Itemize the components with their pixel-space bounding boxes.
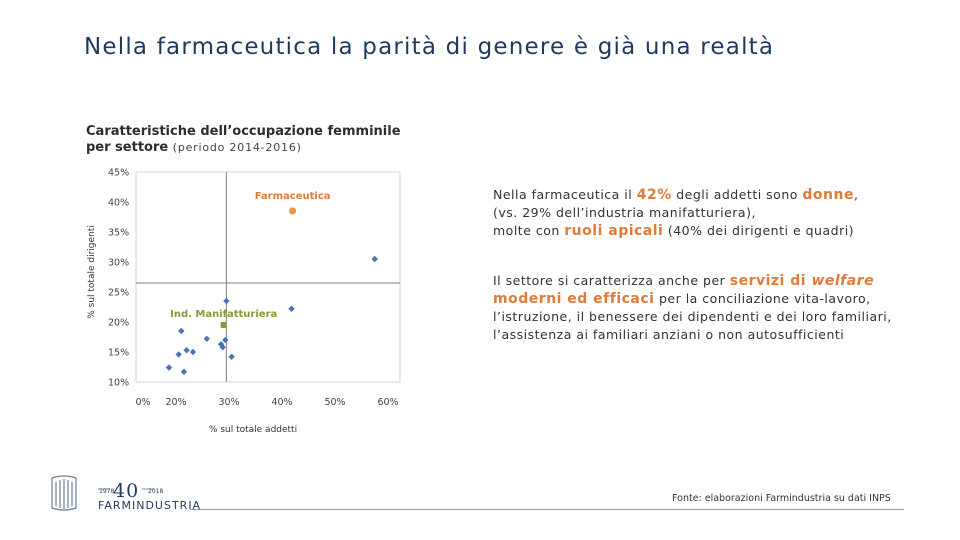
welfare-text-b: per la conciliazione vita-lavoro, (654, 291, 871, 306)
x-axis-label: % sul totale addetti (209, 425, 297, 435)
y-tick-label: 35% (108, 228, 129, 239)
logo-year-end: 2018 (148, 488, 164, 495)
stats-text-e: (40% dei dirigenti e quadri) (663, 223, 855, 238)
data-point (189, 348, 197, 356)
welfare-line3: l’istruzione, il benessere dei dipendent… (493, 309, 892, 324)
welfare-text-a: Il settore si caratterizza anche per (493, 273, 730, 288)
plot-area (135, 171, 401, 383)
chart-title-sector: per settore (86, 140, 169, 155)
y-tick-label: 30% (108, 258, 129, 269)
stats-line2: (vs. 29% dell’industria manifatturiera), (493, 205, 756, 220)
x-axis-ticks: 0% 20% 30% 40% 50% 60% (135, 397, 398, 408)
data-points (165, 255, 378, 375)
data-point (222, 336, 229, 344)
chart-title-line1: Caratteristiche dell’occupazione femmini… (86, 124, 401, 139)
data-point (180, 368, 188, 375)
highlight-points: Farmaceutica Ind. Manifatturiera (170, 191, 331, 328)
stats-text-c: , (853, 187, 859, 202)
chart-title-line2: per settore (periodo 2014-2016) (86, 140, 401, 156)
welfare-highlight-servizi: servizi di (729, 273, 812, 289)
stats-text-b: degli addetti sono (671, 187, 803, 202)
chart-title-period: (periodo 2014-2016) (172, 141, 302, 154)
stats-highlight-donne: donne (802, 187, 854, 203)
y-tick-label: 20% (108, 318, 129, 329)
data-point (183, 347, 190, 354)
y-axis-label: % sul totale dirigenti (87, 225, 97, 319)
data-point (203, 335, 210, 342)
y-tick-label: 40% (108, 198, 129, 209)
welfare-line2: moderni ed efficaci per la conciliazione… (493, 290, 913, 308)
data-point (288, 305, 295, 312)
reference-lines (136, 172, 400, 382)
welfare-line4: l’assistenza ai familiari anziani o non … (493, 327, 845, 342)
stats-line1: Nella farmaceutica il 42% degli addetti … (493, 186, 913, 204)
logo-name: FARMINDUSTRIA (98, 499, 202, 512)
welfare-line1: Il settore si caratterizza anche per ser… (493, 272, 913, 290)
farmindustria-logo-icon (51, 475, 154, 511)
pharma-stats-text: Nella farmaceutica il 42% degli addetti … (493, 186, 913, 240)
point-manifatturiera (220, 322, 227, 328)
data-point (178, 327, 185, 335)
source-note: Fonte: elaborazioni Farmindustria su dat… (672, 493, 891, 504)
data-point (223, 297, 230, 305)
label-manifatturiera: Ind. Manifatturiera (170, 309, 277, 320)
y-tick-label: 45% (108, 168, 129, 179)
data-point (219, 344, 226, 351)
footer-divider (190, 509, 904, 510)
y-tick-label: 15% (108, 348, 129, 359)
welfare-text: Il settore si caratterizza anche per ser… (493, 272, 913, 344)
data-point (175, 351, 182, 358)
x-tick-label: 0% (135, 397, 150, 408)
x-tick-label: 40% (271, 397, 292, 408)
y-tick-label: 25% (108, 288, 129, 299)
stats-line3: molte con ruoli apicali (40% dei dirigen… (493, 222, 913, 240)
chart-title: Caratteristiche dell’occupazione femmini… (86, 124, 401, 156)
x-tick-label: 60% (377, 397, 398, 408)
stats-highlight-pct: 42% (636, 187, 672, 203)
welfare-highlight-welfare: welfare (811, 273, 875, 289)
data-point (228, 353, 235, 360)
y-tick-label: 10% (108, 378, 129, 389)
data-point (165, 364, 173, 371)
x-tick-label: 30% (218, 397, 239, 408)
x-tick-label: 50% (324, 397, 345, 408)
y-axis-ticks: 45% 40% 35% 30% 25% 20% 15% 10% (108, 168, 129, 389)
stats-highlight-ruoli: ruoli apicali (564, 223, 664, 239)
label-farmaceutica: Farmaceutica (255, 191, 331, 202)
welfare-highlight-moderni: moderni ed efficaci (493, 291, 655, 307)
page-title: Nella farmaceutica la parità di genere è… (84, 34, 775, 60)
stats-text-d: molte con (493, 223, 565, 238)
point-farmaceutica (289, 207, 297, 215)
x-tick-label: 20% (165, 397, 186, 408)
logo-number: 40 (113, 480, 140, 502)
stats-text-a: Nella farmaceutica il (493, 187, 637, 202)
logo-year-start: 1978 (99, 488, 115, 495)
data-point (371, 255, 378, 263)
